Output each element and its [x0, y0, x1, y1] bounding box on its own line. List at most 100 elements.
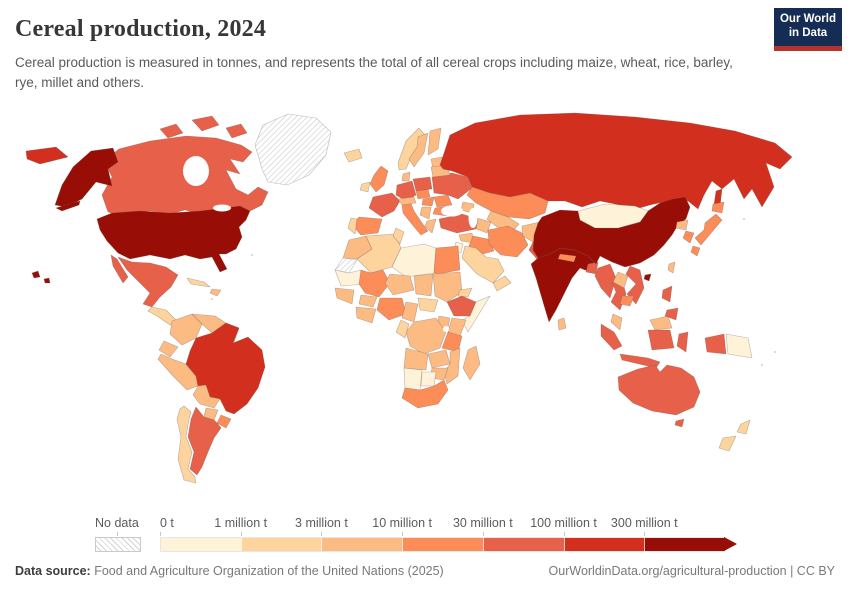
country-indonesia[interactable] — [647, 329, 675, 351]
country-usa[interactable] — [96, 205, 251, 273]
owid-logo[interactable]: Our World in Data — [774, 8, 842, 51]
country-uruguay[interactable] — [216, 414, 232, 429]
country-romania[interactable] — [433, 194, 453, 208]
owid-license-link[interactable]: OurWorldinData.org/agricultural-producti… — [548, 564, 835, 578]
country-niger[interactable] — [384, 273, 415, 296]
country-zambia[interactable] — [427, 349, 451, 369]
country-gabon-congo[interactable] — [395, 319, 410, 339]
country-china[interactable] — [643, 273, 652, 282]
country-dr-congo[interactable] — [405, 317, 447, 355]
country-new-zealand[interactable] — [736, 419, 751, 435]
country-indonesia[interactable] — [600, 323, 623, 351]
country-laos[interactable] — [612, 271, 629, 289]
country-japan[interactable] — [711, 201, 725, 214]
country-ireland[interactable] — [359, 181, 371, 193]
country-cambodia[interactable] — [619, 295, 635, 307]
country-mexico[interactable] — [110, 254, 129, 284]
country-angola[interactable] — [403, 347, 429, 371]
country-canada[interactable] — [191, 115, 220, 132]
country-philippines[interactable] — [661, 285, 673, 303]
country-eritrea[interactable] — [457, 287, 473, 298]
legend-swatch-2[interactable] — [321, 538, 403, 551]
country-cameroon[interactable] — [401, 301, 419, 323]
country-chad[interactable] — [413, 273, 434, 297]
country-papua-new-guinea[interactable] — [725, 333, 753, 359]
country-nigeria[interactable] — [376, 297, 407, 321]
country-mozambique[interactable] — [443, 347, 461, 385]
country-hispaniola[interactable] — [209, 288, 222, 297]
country-usa[interactable] — [31, 270, 41, 279]
country-mexico[interactable] — [117, 256, 179, 308]
legend-no-data-swatch[interactable] — [95, 537, 141, 552]
country-malaysia[interactable] — [649, 315, 673, 331]
country-senegal-guinea[interactable] — [334, 287, 355, 305]
country-united-kingdom[interactable] — [369, 165, 389, 193]
legend-swatch-5[interactable] — [563, 538, 645, 551]
country-mongolia[interactable] — [577, 203, 649, 229]
country-denmark[interactable] — [401, 171, 411, 182]
country-portugal[interactable] — [347, 217, 358, 235]
country-turkey[interactable] — [438, 213, 479, 234]
country-indonesia[interactable] — [704, 333, 727, 355]
country-cote-divoire-ghana[interactable] — [355, 306, 377, 324]
country-myanmar[interactable] — [594, 263, 617, 299]
country-usa[interactable] — [43, 277, 51, 284]
country-namibia[interactable] — [403, 367, 423, 391]
country-sri-lanka[interactable] — [557, 317, 567, 331]
country-malaysia[interactable] — [610, 313, 623, 331]
country-finland[interactable] — [427, 127, 442, 156]
legend-swatch-3[interactable] — [402, 538, 483, 551]
country-western-balkans[interactable] — [419, 206, 432, 220]
country-saudi-arabia[interactable] — [461, 245, 505, 284]
country-ukraine[interactable] — [431, 172, 473, 200]
legend-swatch-4[interactable] — [482, 538, 564, 551]
country-usa[interactable] — [55, 200, 81, 212]
country-russia[interactable] — [25, 146, 69, 165]
country-central-america[interactable] — [147, 306, 177, 326]
country-japan[interactable] — [690, 245, 701, 257]
country-sweden[interactable] — [408, 132, 429, 168]
country-australia[interactable] — [617, 364, 701, 416]
country-greenland[interactable] — [254, 113, 332, 186]
country-poland[interactable] — [412, 176, 433, 192]
country-nepal[interactable] — [557, 253, 577, 263]
country-indonesia[interactable] — [676, 331, 689, 353]
country-somalia[interactable] — [461, 295, 491, 333]
legend-swatch-0[interactable] — [161, 538, 241, 551]
country-botswana[interactable] — [420, 371, 437, 387]
country-usa[interactable] — [54, 147, 119, 208]
country-argentina[interactable] — [187, 406, 222, 476]
country-italy[interactable] — [401, 200, 429, 236]
country-tunisia[interactable] — [392, 227, 405, 245]
country-hungary[interactable] — [421, 196, 435, 207]
country-canada[interactable] — [225, 123, 248, 139]
country-yemen-oman[interactable] — [492, 275, 512, 292]
country-mali[interactable] — [358, 269, 391, 298]
country-south-africa[interactable] — [401, 379, 449, 409]
country-greece[interactable] — [424, 218, 437, 234]
country-france[interactable] — [368, 192, 401, 218]
country-burkina-faso[interactable] — [358, 294, 378, 308]
country-cuba[interactable] — [186, 277, 211, 288]
country-ecuador[interactable] — [158, 340, 179, 358]
country-philippines[interactable] — [664, 307, 679, 321]
country-japan[interactable] — [694, 213, 723, 246]
country-indonesia[interactable] — [619, 353, 661, 369]
country-australia[interactable] — [674, 418, 685, 428]
country-central-african-republic[interactable] — [417, 297, 439, 313]
country-sudan[interactable] — [432, 271, 463, 303]
country-iran[interactable] — [487, 225, 529, 258]
country-canada[interactable] — [159, 123, 184, 139]
country-alpine-states[interactable] — [397, 196, 417, 206]
country-bolivia[interactable] — [192, 384, 221, 409]
country-north-korea[interactable] — [675, 219, 689, 231]
country-south-korea[interactable] — [682, 230, 695, 244]
country-madagascar[interactable] — [462, 345, 481, 381]
country-chile[interactable] — [176, 405, 197, 484]
country-egypt[interactable] — [433, 245, 461, 275]
country-taiwan[interactable] — [667, 261, 676, 274]
country-iceland[interactable] — [343, 148, 363, 163]
legend-swatch-1[interactable] — [240, 538, 322, 551]
country-kazakhstan[interactable] — [466, 186, 549, 220]
country-new-zealand[interactable] — [718, 435, 737, 452]
